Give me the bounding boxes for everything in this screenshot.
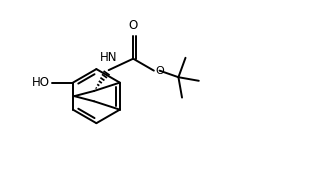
Text: HO: HO	[32, 76, 50, 89]
Text: HN: HN	[100, 51, 117, 64]
Text: O: O	[129, 19, 138, 32]
Text: O: O	[156, 66, 164, 76]
